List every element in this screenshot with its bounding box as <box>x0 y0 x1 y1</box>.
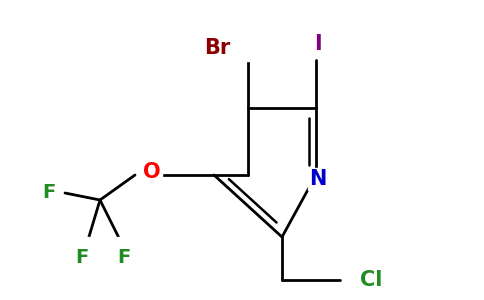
Bar <box>142 161 162 183</box>
Text: F: F <box>42 184 55 202</box>
Text: F: F <box>118 248 131 267</box>
Text: Br: Br <box>204 38 230 58</box>
Bar <box>75 237 89 259</box>
Text: N: N <box>309 169 327 189</box>
Bar <box>308 168 328 190</box>
Text: F: F <box>76 248 89 267</box>
Text: Cl: Cl <box>360 270 382 290</box>
Text: O: O <box>143 162 161 182</box>
Bar <box>310 31 326 57</box>
Bar <box>347 268 383 292</box>
Bar <box>117 237 131 259</box>
Bar <box>202 35 258 61</box>
Text: I: I <box>314 34 322 54</box>
Bar <box>48 182 62 204</box>
